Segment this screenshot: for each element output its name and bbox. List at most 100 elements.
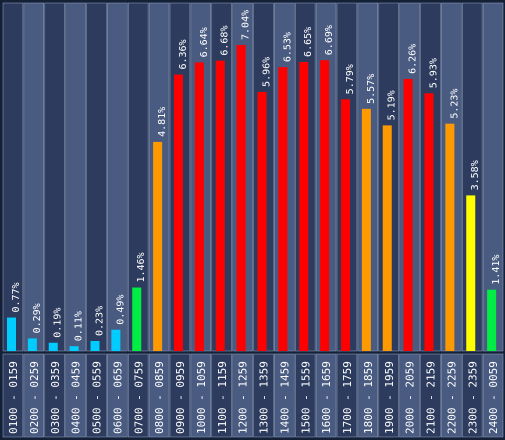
category-label: 0800 - 0859 [153, 361, 166, 434]
category-labels: 0100 - 0159 0200 - 0259 0300 - 0359 0400 - … [7, 361, 500, 434]
category-label: 0200 - 0259 [28, 361, 41, 434]
value-label: 6.53% [282, 32, 293, 62]
bar [153, 141, 163, 351]
value-label: 0.19% [53, 308, 64, 338]
category-label: 0100 - 0159 [7, 361, 20, 434]
category-label: 1500 - 1559 [299, 361, 312, 434]
category-label: 2300 - 2359 [466, 361, 479, 434]
bar [174, 74, 183, 351]
bar [487, 289, 497, 351]
label-cell [190, 353, 212, 438]
label-cell [253, 353, 274, 438]
value-label: 6.65% [303, 27, 314, 57]
bar [236, 44, 246, 352]
category-label: 1400 - 1459 [278, 361, 291, 434]
category-label: 0300 - 0359 [49, 361, 62, 434]
bar [27, 338, 37, 351]
column-background [23, 2, 45, 352]
label-cell [44, 353, 65, 438]
value-label: 1.46% [136, 252, 147, 282]
value-label: 4.81% [157, 107, 168, 137]
value-label: 0.23% [95, 306, 106, 336]
bar [215, 60, 225, 351]
value-label: 0.29% [32, 303, 43, 333]
label-cell [378, 353, 399, 438]
bar [382, 125, 392, 352]
category-label: 1100 - 1159 [216, 361, 229, 434]
bars [7, 44, 497, 352]
category-label: 2000 - 2059 [404, 361, 417, 434]
column-background [44, 2, 65, 352]
bar [445, 123, 455, 351]
bar [424, 93, 434, 351]
label-cell [315, 353, 337, 438]
value-label: 1.41% [491, 255, 502, 285]
bar [111, 329, 121, 351]
category-label: 0700 - 0759 [132, 361, 145, 434]
bar [320, 60, 330, 351]
bar [278, 67, 288, 352]
value-label: 5.19% [387, 90, 398, 120]
label-cell [107, 353, 128, 438]
category-label: 2400 - 0059 [487, 361, 500, 434]
bar [466, 195, 476, 351]
category-label: 0600 - 0659 [111, 361, 124, 434]
bar [194, 62, 204, 351]
label-cell [441, 353, 462, 438]
label-cell [23, 353, 45, 438]
label-cell [274, 353, 295, 438]
category-label: 1700 - 1759 [341, 361, 354, 434]
bar [361, 108, 371, 352]
bar [7, 317, 16, 351]
value-label: 6.64% [199, 27, 210, 57]
bar [257, 91, 267, 352]
value-label: 5.23% [449, 89, 460, 119]
bar [132, 287, 142, 351]
category-label: 0400 - 0459 [70, 361, 83, 434]
value-label: 6.69% [324, 25, 335, 55]
bar [90, 341, 100, 351]
column-background [65, 2, 86, 352]
label-cell [232, 353, 253, 438]
label-cell [482, 353, 504, 438]
value-label: 3.58% [470, 160, 481, 190]
category-label: 0900 - 0959 [174, 361, 187, 434]
value-label: 5.79% [345, 64, 356, 94]
bar [403, 78, 413, 351]
category-label: 0500 - 0559 [91, 361, 104, 434]
label-cell [420, 353, 441, 438]
label-cell [211, 353, 232, 438]
value-label: 5.96% [262, 57, 273, 87]
value-label: 6.68% [220, 26, 231, 56]
label-cell [169, 353, 191, 438]
label-cell [399, 353, 420, 438]
category-label: 1800 - 1859 [362, 361, 375, 434]
bar [299, 61, 309, 352]
bar [69, 346, 79, 351]
value-label: 0.49% [115, 295, 126, 325]
label-cell [127, 353, 149, 438]
value-label: 6.36% [178, 39, 189, 69]
column-background [86, 2, 107, 352]
value-label: 5.93% [429, 58, 440, 88]
category-label: 1200 - 1259 [237, 361, 250, 434]
category-label: 1900 - 1959 [383, 361, 396, 434]
value-label: 7.04% [241, 10, 252, 40]
value-label: 6.26% [408, 44, 419, 74]
value-labels: 0.77% 0.29% 0.19% 0.11% 0.23% 0.49% 1.46% 4.81%… [11, 10, 502, 341]
category-label: 1600 - 1659 [320, 361, 333, 434]
value-label: 0.77% [11, 282, 22, 312]
bar [341, 99, 350, 351]
label-cell [148, 353, 170, 438]
label-cell [357, 353, 379, 438]
label-cell [461, 353, 483, 438]
value-label: 5.57% [366, 74, 377, 104]
label-cell [86, 353, 107, 438]
label-cell [65, 353, 86, 438]
category-label: 2100 - 2159 [425, 361, 438, 434]
category-label: 1000 - 1059 [195, 361, 208, 434]
category-label: 1300 - 1359 [258, 361, 271, 434]
label-cell [2, 353, 24, 438]
label-cell [294, 353, 316, 438]
